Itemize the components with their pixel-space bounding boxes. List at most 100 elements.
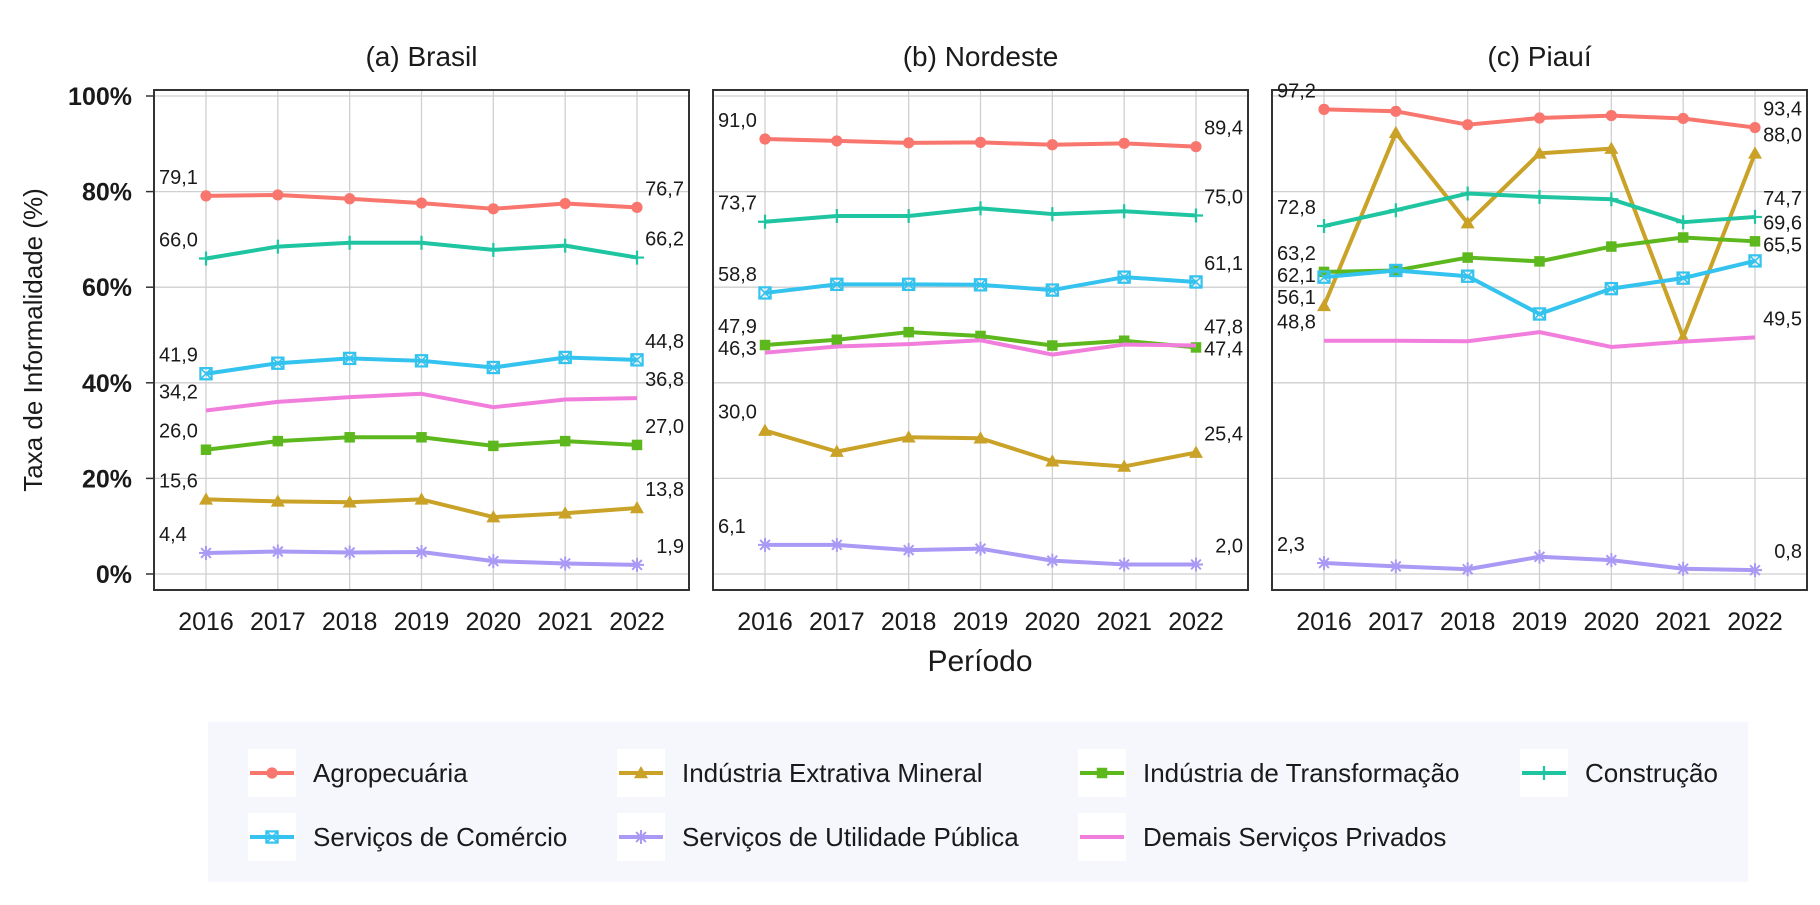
data-point (1117, 270, 1131, 284)
series-construcao (199, 235, 644, 266)
series-agropecuaria (200, 189, 643, 215)
data-point (415, 197, 428, 209)
data-point (831, 135, 843, 147)
x-tick-label: 2019 (394, 608, 450, 636)
data-label: 47,4 (1204, 339, 1243, 361)
data-point (1318, 103, 1330, 115)
panels: (a) Brasil 2016 2017 2018 2019 2020 2021 2022 0%… (68, 41, 1808, 636)
data-point (1605, 109, 1617, 122)
data-point (344, 432, 355, 443)
data-point (1749, 121, 1761, 134)
x-tick-label: 2016 (1296, 608, 1352, 636)
legend-label: Construção (1585, 758, 1718, 788)
series-servicos-de-utilidade-publica (758, 537, 1203, 572)
series-servicos-de-comercio (758, 270, 1203, 300)
data-point (1606, 241, 1617, 252)
data-point (973, 201, 988, 216)
x-tick-label: 2016 (178, 608, 234, 636)
data-point (414, 354, 429, 368)
series-line (1324, 330, 1756, 349)
data-point (829, 208, 844, 223)
data-label: 48,8 (1277, 312, 1316, 334)
data-point (758, 214, 772, 229)
data-label: 49,5 (1763, 308, 1802, 330)
data-point (558, 350, 572, 365)
x-tick-label: 2021 (1096, 608, 1152, 636)
data-point (1045, 207, 1060, 222)
data-point (903, 137, 915, 149)
data-point (199, 545, 213, 560)
x-tick-label: 2019 (953, 608, 1009, 636)
data-point (342, 351, 357, 366)
legend-label: Serviços de Comércio (313, 822, 567, 852)
series-line (205, 391, 638, 413)
legend-item-industria-extrativa-mineral: Indústria Extrativa Mineral (617, 749, 983, 797)
data-point (973, 541, 988, 556)
data-label: 66,0 (159, 230, 198, 252)
data-point (1117, 459, 1132, 472)
data-point (1749, 236, 1761, 247)
data-label: 63,2 (1277, 243, 1316, 265)
data-point (1388, 203, 1403, 218)
data-point (975, 330, 986, 342)
data-label: 97,2 (1277, 80, 1316, 102)
series-servicos-de-utilidade-publica (1317, 549, 1762, 578)
data-label: 2,3 (1277, 534, 1305, 556)
series-line (764, 338, 1197, 357)
legend-label: Serviços de Utilidade Pública (682, 822, 1019, 852)
data-point (1748, 209, 1762, 224)
data-label: 13,8 (645, 479, 684, 501)
data-label: 93,4 (1763, 99, 1802, 121)
data-point (342, 235, 357, 250)
data-point (630, 557, 644, 572)
x-axis-title: Período (927, 645, 1032, 678)
series-industria-extrativa-mineral (1317, 125, 1762, 343)
data-point (829, 537, 844, 552)
data-point (414, 545, 429, 560)
data-point (1460, 269, 1475, 283)
legend-label: Indústria de Transformação (1143, 758, 1460, 788)
x-tick-label: 2018 (881, 608, 937, 636)
data-point (1317, 219, 1331, 234)
series-industria-de-transformacao (200, 432, 643, 455)
x-tick-label: 2021 (1655, 608, 1711, 636)
data-point (558, 506, 573, 519)
data-point (1390, 105, 1402, 117)
x-tick-label: 2022 (1727, 608, 1783, 636)
data-point (1677, 112, 1689, 125)
panel-border (153, 89, 690, 591)
panel-border (712, 89, 1249, 591)
legend-key-marker (266, 767, 278, 779)
panel-title: (b) Nordeste (903, 41, 1059, 72)
data-point (1046, 139, 1058, 151)
data-point (1317, 270, 1331, 284)
data-label: 6,1 (718, 516, 746, 538)
data-label: 34,2 (159, 382, 198, 404)
data-point (973, 278, 988, 292)
data-point (758, 537, 772, 552)
data-point (630, 501, 644, 514)
data-point (1118, 137, 1130, 149)
panel-2: (b) Nordeste 2016 2017 2018 2019 2020 2021 2022… (712, 41, 1249, 636)
data-point (901, 543, 916, 558)
data-label: 61,1 (1204, 253, 1243, 275)
legend-item-construcao: Construção (1520, 749, 1718, 797)
legend-label: Demais Serviços Privados (1143, 822, 1446, 852)
data-label: 89,4 (1204, 118, 1243, 140)
data-point (1460, 562, 1475, 577)
x-tick-label: 2017 (1368, 608, 1424, 636)
data-point (758, 423, 772, 436)
series-agropecuaria (1318, 103, 1761, 134)
data-point (1676, 271, 1690, 285)
data-point (1532, 549, 1547, 564)
data-label: 47,8 (1204, 317, 1243, 339)
data-point (1604, 141, 1619, 154)
data-point (1460, 186, 1475, 201)
data-point (759, 133, 771, 145)
x-tick-label: 2021 (537, 608, 593, 636)
data-point (559, 197, 571, 210)
data-label: 1,9 (656, 536, 684, 558)
series-construcao (1317, 186, 1762, 234)
series-demais-servicos-privados (1324, 330, 1756, 349)
data-point (901, 277, 916, 292)
